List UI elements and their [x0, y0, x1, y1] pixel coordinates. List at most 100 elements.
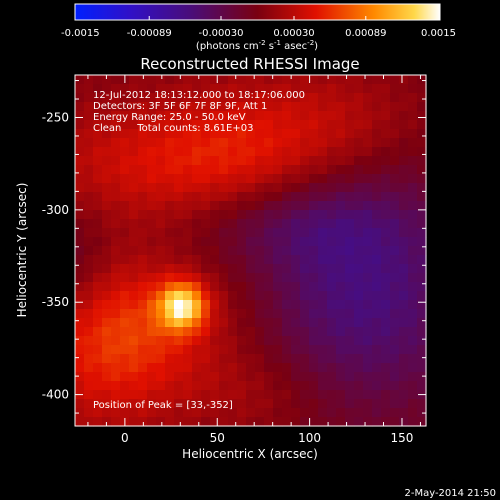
- heatmap-cell: [165, 156, 175, 166]
- heatmap-cell: [264, 327, 274, 337]
- heatmap-cell: [237, 372, 247, 382]
- heatmap-cell: [318, 75, 328, 85]
- heatmap-cell: [255, 111, 265, 121]
- heatmap-cell: [282, 102, 292, 112]
- heatmap-cell: [210, 183, 220, 193]
- x-tick-label: 150: [391, 431, 414, 445]
- heatmap-cell: [372, 327, 382, 337]
- heatmap-cell: [264, 282, 274, 292]
- heatmap-cell: [282, 363, 292, 373]
- heatmap-cell: [309, 102, 319, 112]
- heatmap-cell: [219, 345, 229, 355]
- heatmap-cell: [372, 318, 382, 328]
- heatmap-cell: [399, 318, 409, 328]
- heatmap-cell: [228, 156, 238, 166]
- heatmap-cell: [291, 102, 301, 112]
- heatmap-cell: [264, 219, 274, 229]
- heatmap-cell: [237, 210, 247, 220]
- heatmap-cell: [102, 246, 112, 256]
- heatmap-cell: [210, 165, 220, 175]
- heatmap-cell: [219, 111, 229, 121]
- heatmap-cell: [255, 309, 265, 319]
- heatmap-cell: [354, 309, 364, 319]
- heatmap-cell: [210, 111, 220, 121]
- heatmap-cell: [399, 345, 409, 355]
- heatmap-cell: [237, 309, 247, 319]
- heatmap-cell: [318, 354, 328, 364]
- heatmap-cell: [273, 210, 283, 220]
- heatmap-cell: [318, 363, 328, 373]
- heatmap-cell: [372, 201, 382, 211]
- heatmap-cell: [246, 138, 256, 148]
- heatmap-cell: [111, 300, 121, 310]
- heatmap-cell: [282, 174, 292, 184]
- heatmap-cell: [255, 102, 265, 112]
- heatmap-cell: [75, 219, 85, 229]
- heatmap-cell: [120, 381, 130, 391]
- heatmap-cell: [390, 237, 400, 247]
- heatmap-cell: [255, 165, 265, 175]
- heatmap-cell: [228, 102, 238, 112]
- heatmap-cell: [147, 273, 157, 283]
- heatmap-cell: [354, 345, 364, 355]
- heatmap-cell: [318, 246, 328, 256]
- heatmap-cell: [228, 138, 238, 148]
- heatmap-cell: [183, 174, 193, 184]
- heatmap-cell: [183, 381, 193, 391]
- heatmap-cell: [210, 264, 220, 274]
- colorbar-tick-label: 0.0015: [421, 28, 456, 39]
- heatmap-cell: [93, 147, 103, 157]
- heatmap-cell: [210, 147, 220, 157]
- heatmap-cell: [219, 354, 229, 364]
- heatmap-cell: [228, 417, 238, 427]
- heatmap-cell: [219, 165, 229, 175]
- heatmap-cell: [417, 129, 427, 139]
- heatmap-cell: [174, 291, 184, 301]
- heatmap-cell: [390, 300, 400, 310]
- heatmap-cell: [354, 381, 364, 391]
- heatmap-cell: [255, 147, 265, 157]
- heatmap-cell: [354, 165, 364, 175]
- heatmap-cell: [84, 300, 94, 310]
- heatmap-cell: [390, 417, 400, 427]
- heatmap-cell: [246, 183, 256, 193]
- heatmap-cell: [282, 210, 292, 220]
- heatmap-cell: [354, 327, 364, 337]
- heatmap-cell: [192, 372, 202, 382]
- heatmap-cell: [282, 219, 292, 229]
- heatmap-cell: [174, 336, 184, 346]
- heatmap-cell: [156, 300, 166, 310]
- heatmap-cell: [354, 300, 364, 310]
- heatmap-cell: [129, 264, 139, 274]
- heatmap-cell: [390, 345, 400, 355]
- heatmap-cell: [345, 336, 355, 346]
- heatmap-cell: [102, 309, 112, 319]
- heatmap-cell: [138, 309, 148, 319]
- heatmap-cell: [228, 381, 238, 391]
- heatmap-cell: [390, 156, 400, 166]
- heatmap-cell: [291, 282, 301, 292]
- heatmap-cell: [201, 129, 211, 139]
- heatmap-cell: [183, 309, 193, 319]
- heatmap-cell: [228, 165, 238, 175]
- heatmap-cell: [93, 408, 103, 418]
- heatmap-cell: [282, 228, 292, 238]
- heatmap-cell: [93, 417, 103, 427]
- heatmap-cell: [309, 264, 319, 274]
- heatmap-cell: [318, 111, 328, 121]
- heatmap-cell: [147, 408, 157, 418]
- heatmap-cell: [147, 84, 157, 94]
- heatmap-cell: [210, 138, 220, 148]
- heatmap-cell: [264, 417, 274, 427]
- heatmap-cell: [120, 399, 130, 409]
- heatmap-cell: [183, 93, 193, 103]
- heatmap-cell: [156, 102, 166, 112]
- heatmap-cell: [201, 201, 211, 211]
- heatmap-cell: [336, 417, 346, 427]
- heatmap-cell: [399, 417, 409, 427]
- heatmap-cell: [354, 192, 364, 202]
- heatmap-cell: [219, 210, 229, 220]
- heatmap-cell: [300, 156, 310, 166]
- heatmap-cell: [318, 318, 328, 328]
- heatmap-cell: [300, 273, 310, 283]
